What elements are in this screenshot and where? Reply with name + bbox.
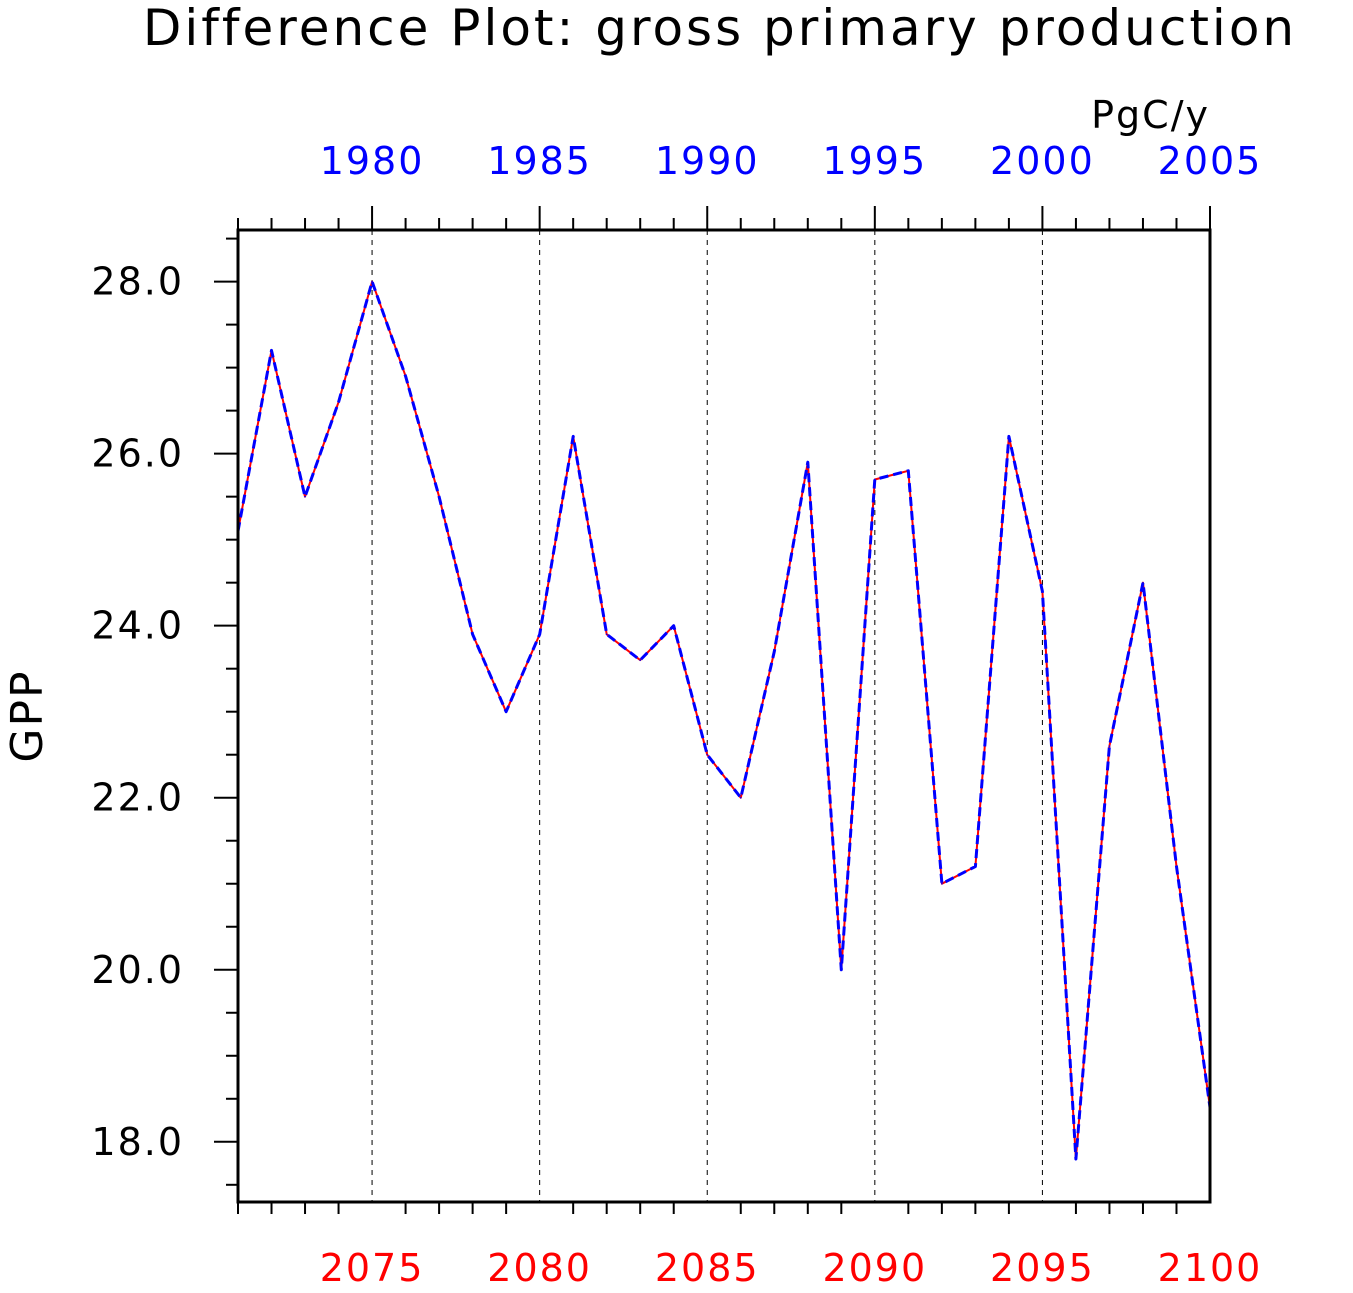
plot-frame <box>236 228 1212 1204</box>
data-point <box>1075 1158 1077 1160</box>
data-point <box>605 633 608 636</box>
y-axis-tick-label: 24.0 <box>91 604 184 648</box>
data-point <box>706 753 709 756</box>
data-point <box>538 633 541 636</box>
chart-title: Difference Plot: gross primary productio… <box>143 0 1297 57</box>
bottom-axis-tick-label: 2090 <box>822 1246 927 1290</box>
data-point <box>1108 745 1111 747</box>
data-point <box>941 882 943 885</box>
grid-lines <box>371 230 1043 1202</box>
data-point <box>337 401 340 403</box>
data-point <box>840 968 843 971</box>
data-point <box>304 495 306 498</box>
bottom-axis-tick-label: 2075 <box>320 1246 425 1290</box>
y-axis-tick-label: 26.0 <box>91 432 184 476</box>
y-axis-label: GPP <box>2 669 53 762</box>
data-point <box>438 495 440 498</box>
data-point <box>806 461 809 464</box>
blue-dashed-series-line <box>236 280 1212 1161</box>
data-series <box>236 280 1212 1161</box>
axes: 2075 2080 2085 2090 2095 2100 1980 1985 1990 1995… <box>91 139 1263 1290</box>
top-axis-tick-label: 1990 <box>655 139 760 183</box>
top-axis-tick-label: 2005 <box>1158 139 1263 183</box>
y-axis-tick-label: 28.0 <box>91 260 184 304</box>
data-point <box>1008 435 1010 438</box>
bottom-axis-tick-label: 2080 <box>487 1246 592 1290</box>
data-point <box>404 375 407 378</box>
data-point <box>874 478 876 481</box>
data-point <box>639 659 642 661</box>
data-point <box>270 349 273 352</box>
data-point <box>672 624 675 627</box>
bottom-axis-tick-label: 2100 <box>1158 1246 1263 1290</box>
top-axis-tick-label: 1980 <box>320 139 425 183</box>
data-point <box>1175 865 1178 868</box>
data-point <box>572 435 574 438</box>
data-point <box>907 470 910 472</box>
y-axis-tick-label: 22.0 <box>91 776 184 820</box>
top-axis-tick-label: 2000 <box>990 139 1095 183</box>
data-point <box>739 796 742 799</box>
top-axis-tick-label: 1995 <box>822 139 927 183</box>
data-point <box>974 865 977 868</box>
y-axis-tick-label: 18.0 <box>91 1120 184 1164</box>
data-point <box>471 633 474 636</box>
data-point <box>505 710 507 713</box>
data-point <box>371 280 373 283</box>
units-label: PgC/y <box>1091 93 1210 137</box>
red-solid-series-line <box>237 280 1211 1160</box>
y-axis-tick-label: 20.0 <box>91 948 184 992</box>
data-point <box>1142 581 1144 584</box>
top-axis-tick-label: 1985 <box>487 139 592 183</box>
bottom-axis-tick-label: 2085 <box>655 1246 760 1290</box>
data-point <box>1041 590 1044 593</box>
data-point <box>773 650 776 653</box>
bottom-axis-tick-label: 2095 <box>990 1246 1095 1290</box>
